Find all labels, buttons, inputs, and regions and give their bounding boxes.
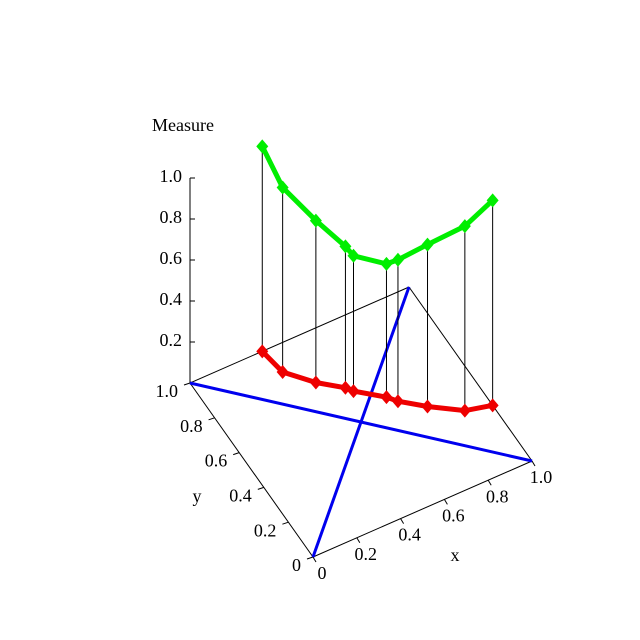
x-tick-label: 0 — [318, 563, 327, 583]
series-marker — [380, 256, 393, 271]
projection-marker — [309, 375, 322, 390]
series-marker — [339, 239, 352, 254]
axis-edge — [408, 286, 533, 462]
axis-edge — [189, 286, 410, 384]
x-tick-label: 0.2 — [355, 544, 378, 564]
projection-marker — [256, 344, 269, 359]
y-tick-label: 0.2 — [254, 520, 277, 540]
y-tick — [208, 417, 215, 421]
x-tick-label: 0.6 — [442, 506, 465, 526]
axis-edge — [312, 460, 533, 558]
projection-marker — [421, 399, 434, 414]
y-tick — [282, 521, 289, 525]
series-marker — [256, 139, 269, 154]
z-tick-label: 0.6 — [160, 248, 183, 268]
z-tick-label: 0.8 — [160, 207, 183, 227]
series-line — [260, 145, 495, 267]
series-marker — [309, 213, 322, 228]
projection-line — [260, 349, 494, 414]
x-tick-label: 0.4 — [398, 525, 421, 545]
series-marker — [421, 237, 434, 252]
x-tick — [356, 537, 361, 544]
projection-marker — [486, 398, 499, 413]
y-axis-label: y — [193, 486, 202, 506]
series-marker — [276, 180, 289, 195]
x-tick-label: 1.0 — [530, 467, 553, 487]
series-marker — [486, 193, 499, 208]
projection-marker — [458, 403, 471, 418]
y-tick — [233, 452, 240, 456]
series-marker — [391, 252, 404, 267]
x-tick — [400, 518, 405, 524]
x-axis-label: x — [451, 545, 460, 565]
diagonal-line — [189, 381, 533, 463]
y-tick-label: 0.4 — [229, 486, 252, 506]
axis-edge — [189, 382, 314, 558]
x-tick — [487, 479, 492, 486]
x-tick — [443, 499, 448, 505]
y-tick-label: 1.0 — [156, 381, 179, 401]
y-tick-label: 0 — [292, 555, 301, 575]
projection-marker — [276, 365, 289, 380]
z-axis-label: Measure — [152, 115, 214, 135]
x-tick-label: 0.8 — [486, 486, 509, 506]
y-tick-label: 0.6 — [205, 451, 228, 471]
projection-marker — [391, 394, 404, 409]
y-tick — [183, 382, 191, 386]
z-tick-label: 0.4 — [160, 289, 183, 309]
projection-marker — [347, 384, 360, 399]
z-tick-label: 0.2 — [160, 330, 183, 350]
projection-marker — [380, 390, 393, 405]
x-tick — [312, 556, 317, 563]
y-tick — [306, 556, 314, 560]
series-marker — [458, 219, 471, 234]
y-tick — [257, 486, 264, 490]
z-tick-label: 1.0 — [160, 166, 183, 186]
x-tick — [531, 460, 536, 467]
y-tick-label: 0.8 — [180, 416, 203, 436]
series-marker — [347, 248, 360, 263]
